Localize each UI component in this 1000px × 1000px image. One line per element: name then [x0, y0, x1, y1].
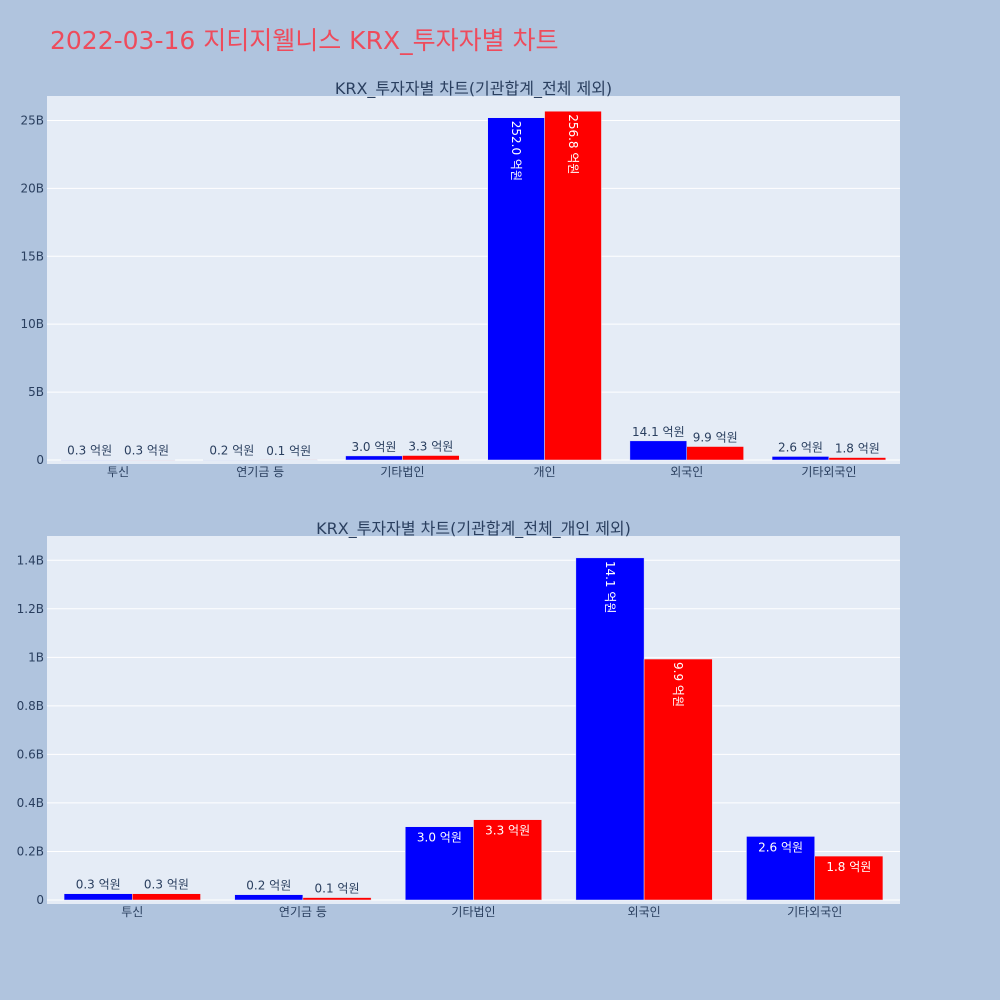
- chart-bottom: 0 0.2B 0.4B 0.6B 0.8B 1B 1.2B 1.4B KRX_투자자별 차트(기…: [17, 519, 900, 919]
- bar-a: [771, 456, 830, 461]
- bar-b: [544, 110, 602, 461]
- x-tick-label: 연기금 등: [236, 465, 284, 479]
- y-tick-label: 25B: [20, 113, 44, 127]
- y-tick-label: 1.4B: [17, 553, 44, 567]
- bar-a: [629, 440, 688, 461]
- bar-b: [643, 658, 713, 901]
- y-tick-label: 0: [36, 453, 44, 467]
- x-tick-label: 개인: [534, 465, 556, 479]
- x-tick-label: 기타외국인: [801, 465, 856, 479]
- bar-value-label: 256.8 억원: [566, 114, 580, 174]
- bar-value-label: 0.3 억원: [76, 878, 121, 892]
- x-tick-label: 외국인: [628, 905, 661, 919]
- bar-a: [746, 836, 815, 901]
- bar-value-label: 3.0 억원: [351, 440, 396, 454]
- x-tick-label: 기타법인: [451, 905, 495, 919]
- bar-a: [203, 459, 261, 461]
- x-tick-label: 투신: [121, 905, 143, 919]
- y-tick-label: 10B: [20, 317, 44, 331]
- bar-value-label: 9.9 억원: [693, 431, 738, 445]
- bar-value-label: 0.3 억원: [124, 444, 169, 458]
- bar-value-label: 14.1 억원: [603, 561, 617, 614]
- x-tick-label: 외국인: [670, 465, 703, 479]
- bar-b: [260, 459, 318, 461]
- bar-b: [117, 459, 176, 461]
- bar-value-label: 3.3 억원: [485, 824, 530, 838]
- bar-b: [828, 457, 887, 461]
- chart-title: KRX_투자자별 차트(기관합계_전체_개인 제외): [316, 519, 631, 539]
- bar-a: [487, 117, 545, 461]
- bar-b: [686, 446, 744, 461]
- bar-b: [402, 455, 460, 461]
- bar-value-label: 1.8 억원: [835, 442, 880, 456]
- bar-value-label: 0.3 억원: [67, 444, 112, 458]
- x-tick-label: 기타외국인: [787, 905, 842, 919]
- x-tick-label: 연기금 등: [279, 905, 327, 919]
- y-tick-label: 15B: [20, 249, 44, 263]
- bar-b: [473, 819, 542, 901]
- y-tick-label: 1B: [28, 650, 44, 664]
- bar-value-label: 3.0 억원: [417, 831, 462, 845]
- chart-title: KRX_투자자별 차트(기관합계_전체 제외): [335, 79, 612, 99]
- bar-a: [405, 826, 474, 901]
- y-tick-label: 0.8B: [17, 699, 44, 713]
- y-tick-label: 0: [36, 893, 44, 907]
- bar-a: [345, 455, 403, 461]
- bar-b: [132, 893, 201, 901]
- bar-value-label: 2.6 억원: [778, 440, 823, 454]
- bar-value-label: 0.2 억원: [246, 879, 291, 893]
- bar-b: [302, 897, 372, 901]
- bar-a: [234, 894, 304, 901]
- bar-value-label: 0.3 억원: [144, 878, 189, 892]
- bar-value-label: 3.3 억원: [408, 440, 453, 454]
- plot-area: [47, 96, 900, 464]
- page-title: 2022-03-16 지티지웰니스 KRX_투자자별 차트: [50, 26, 559, 55]
- bar-value-label: 1.8 억원: [826, 860, 871, 874]
- x-tick-label: 기타법인: [380, 465, 424, 479]
- y-tick-label: 0.2B: [17, 844, 44, 858]
- chart-top: 0 5B 10B 15B 20B 25B KRX_투자자별 차트(기관합계_전체 제외) 투신…: [20, 79, 900, 479]
- x-tick-label: 투신: [107, 465, 129, 479]
- y-tick-label: 1.2B: [17, 602, 44, 616]
- bar-value-label: 0.1 억원: [315, 882, 360, 896]
- y-tick-label: 5B: [28, 385, 44, 399]
- bar-value-label: 14.1 억원: [632, 425, 685, 439]
- bar-value-label: 2.6 억원: [758, 840, 803, 854]
- bar-a: [63, 893, 133, 901]
- y-tick-label: 0.6B: [17, 747, 44, 761]
- y-tick-label: 0.4B: [17, 796, 44, 810]
- bar-a: [60, 459, 119, 461]
- bar-value-label: 9.9 억원: [671, 662, 685, 707]
- y-tick-label: 20B: [20, 181, 44, 195]
- bar-value-label: 252.0 억원: [509, 121, 523, 181]
- bar-value-label: 0.1 억원: [266, 444, 311, 458]
- bar-b: [814, 855, 884, 901]
- bar-value-label: 0.2 억원: [209, 444, 254, 458]
